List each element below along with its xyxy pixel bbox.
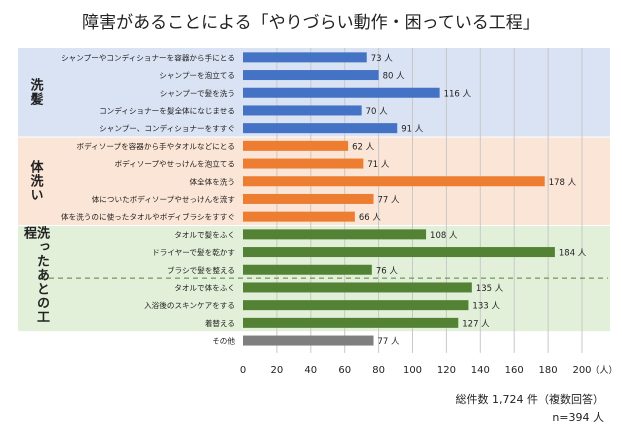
data-label: 62 人 [352, 142, 375, 152]
bar [243, 317, 459, 328]
bar [243, 105, 362, 116]
category-label: 入浴後のスキンケアをする [144, 300, 235, 310]
category-label: シャンプーやコンディショナーを容器から手にとる [61, 52, 235, 62]
category-label: ボディソープやせっけんを泡立てる [114, 159, 235, 169]
data-label: 116 人 [444, 89, 472, 99]
x-tick-label: 180 [539, 365, 558, 376]
data-label: 127 人 [462, 319, 490, 329]
category-label: タオルで体をふく [174, 282, 235, 292]
data-label: 71 人 [367, 160, 390, 170]
x-tick-label: 160 [505, 365, 524, 376]
bar [243, 247, 555, 258]
x-tick-label: 120 [437, 365, 456, 376]
bar [243, 335, 374, 346]
group-label-after-wrap: 洗ったあとの工程 [21, 226, 49, 332]
data-label: 133 人 [472, 302, 500, 312]
bar [243, 193, 374, 204]
category-label: ボディソープを容器から手やタオルなどにとる [77, 141, 235, 151]
x-tick-label: 100 [403, 365, 422, 376]
group-label-body-wrap: 体洗い [22, 137, 48, 225]
x-tick-label: 200 [572, 365, 591, 376]
category-label: ドライヤーで髪を乾かす [152, 247, 235, 257]
category-label: タオルで髪をふく [174, 229, 235, 239]
group-label-after-bath: 洗ったあとの工程 [21, 226, 49, 324]
bar [243, 211, 355, 222]
data-label: 184 人 [559, 249, 587, 259]
data-label: 76 人 [376, 266, 399, 276]
category-label: 着替える [205, 318, 235, 328]
sample-size-note: n=394 人 [552, 411, 604, 424]
data-label: 70 人 [366, 107, 389, 117]
bar [243, 52, 367, 63]
data-label: 108 人 [430, 231, 458, 241]
bar [243, 158, 364, 169]
group-label-hair-wrap: 洗髪 [22, 48, 48, 136]
data-label: 66 人 [359, 213, 382, 223]
category-label: シャンプーで髪を洗う [160, 88, 235, 98]
data-label: 135 人 [476, 284, 504, 294]
category-label: シャンプーを泡立てる [159, 70, 235, 80]
data-label: 73 人 [371, 54, 394, 64]
bar [243, 123, 398, 134]
bar [243, 300, 469, 311]
category-label: その他 [212, 336, 235, 346]
category-label: コンディショナーを髪全体になじませる [99, 105, 235, 115]
bar [243, 282, 472, 293]
x-tick-label: 40 [304, 365, 317, 376]
x-tick-label: 0 [240, 365, 246, 376]
data-label: 91 人 [401, 125, 424, 135]
bar [243, 140, 349, 151]
bar [243, 264, 372, 275]
bar [243, 70, 379, 81]
data-label: 80 人 [383, 72, 406, 82]
category-label: 体全体を洗う [189, 176, 235, 186]
x-unit-label: （人） [590, 365, 617, 376]
x-tick-label: 60 [338, 365, 351, 376]
x-tick-label: 20 [271, 365, 284, 376]
chart-title: 障害があることによる「やりづらい動作・困っている工程」 [82, 13, 540, 33]
bar [243, 229, 427, 240]
data-label: 77 人 [378, 337, 401, 347]
group-label-body-wash: 体洗い [27, 160, 43, 202]
bar [243, 87, 440, 98]
data-label: 77 人 [378, 195, 401, 205]
x-tick-label: 80 [372, 365, 385, 376]
data-label: 178 人 [549, 178, 577, 188]
category-label: シャンプー、コンディショナーをすすぐ [99, 123, 235, 133]
group-label-hair-wash: 洗髪 [27, 78, 43, 106]
bar [243, 176, 545, 187]
category-label: 体についたボディソープやせっけんを流す [92, 194, 236, 204]
category-label: 体を洗うのに使ったタオルやボディブラシをすすぐ [61, 212, 235, 222]
x-tick-label: 140 [471, 365, 490, 376]
category-label: ブラシで髪を整える [167, 265, 235, 275]
total-count-note: 総件数 1,724 件（複数回答） [455, 393, 604, 406]
